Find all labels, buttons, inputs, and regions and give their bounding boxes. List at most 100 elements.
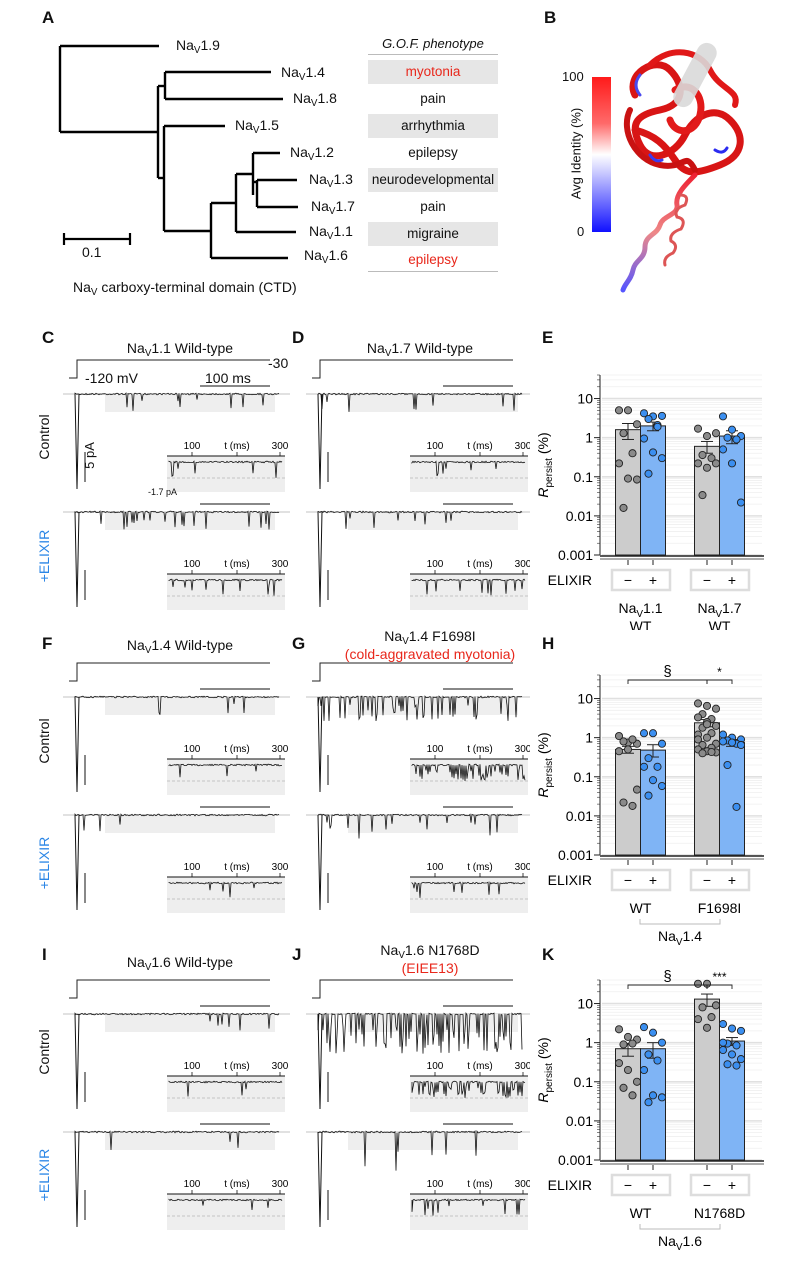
data-point: [711, 704, 721, 713]
condition-label: −: [624, 572, 632, 588]
inset-tick-label: t (ms): [224, 1061, 250, 1072]
data-point: [614, 406, 624, 415]
data-point: [628, 801, 637, 810]
data-point: [623, 1032, 633, 1041]
inset-tick-label: 100: [184, 744, 201, 755]
data-point: [693, 699, 703, 708]
data-point: [702, 701, 712, 710]
significance-label: §: [663, 663, 671, 680]
data-point: [693, 424, 703, 433]
data-point: [623, 745, 633, 754]
data-point: [614, 1025, 624, 1034]
panel-label-k: K: [542, 945, 555, 964]
inset-tick-label: 300: [515, 744, 530, 755]
colorbar: [592, 77, 611, 232]
data-point: [644, 1098, 653, 1107]
shaded-region: [348, 512, 518, 530]
condition-label: +: [728, 872, 736, 888]
voltage-step-line: [312, 359, 513, 379]
inset-tick-label: t (ms): [467, 1061, 493, 1072]
data-point: [619, 737, 628, 746]
transient-current: [317, 1013, 323, 1110]
tree-caption: NaV carboxy-terminal domain (CTD): [73, 279, 297, 298]
colorbar-min-label: 0: [577, 224, 585, 239]
inset-trace: [411, 881, 526, 898]
transient-current: [317, 511, 323, 608]
phenotype-cell: epilepsy: [408, 145, 458, 160]
condition-label: −: [624, 872, 632, 888]
inset-tick-label: 300: [272, 559, 289, 570]
y-tick-label: 0.001: [558, 547, 593, 563]
data-point: [653, 422, 662, 431]
inset-tick-label: 300: [272, 862, 289, 873]
data-point: [727, 425, 737, 434]
tree-leaf: NaV1.3: [309, 171, 353, 190]
colorbar-title: Avg Identity (%): [568, 107, 584, 200]
inset-tick-label: t (ms): [224, 1179, 250, 1190]
data-point: [698, 491, 707, 500]
data-point: [723, 433, 732, 442]
y-tick-label: 0.01: [566, 508, 593, 524]
condition-box: [689, 568, 751, 592]
transient-current: [317, 696, 323, 793]
data-point: [718, 737, 728, 746]
y-tick-label: 0.1: [574, 469, 594, 485]
data-point: [736, 498, 746, 507]
inset-tick-label: 100: [427, 1179, 444, 1190]
phylogenetic-tree: [58, 44, 298, 260]
y-tick-label: 0.1: [574, 769, 594, 785]
data-point: [644, 469, 653, 478]
data-point: [718, 445, 728, 454]
group-label: NaV1.7: [697, 600, 741, 620]
group-label: NaV1.1: [618, 600, 662, 620]
transient-current: [74, 814, 80, 911]
voltage-end-label: -30: [268, 355, 289, 371]
tree-leaf: NaV1.7: [311, 198, 355, 217]
group-caption: NaV1.6: [658, 1233, 702, 1253]
data-point: [698, 450, 707, 460]
inset-tick-label: 100: [427, 559, 444, 570]
panel-c-title: NaV1.1 Wild-type: [126, 340, 234, 359]
data-point: [614, 747, 624, 756]
inset-tick-label: t (ms): [467, 744, 493, 755]
row-label-elixir: +ELIXIR: [36, 529, 52, 583]
shaded-region: [105, 394, 275, 412]
divider: [368, 271, 498, 272]
transient-current: [74, 1013, 80, 1110]
bar: [640, 425, 666, 556]
data-point: [718, 1045, 728, 1055]
inset-background: [410, 456, 528, 492]
voltage-start-label: -120 mV: [85, 370, 138, 386]
data-point: [711, 459, 721, 468]
inset-tick-label: 300: [515, 1061, 530, 1072]
current-trace: [317, 813, 523, 839]
data-point: [657, 781, 667, 791]
data-point: [718, 412, 728, 421]
data-point: [732, 1061, 741, 1070]
inset-tick-label: 300: [272, 744, 289, 755]
data-point: [628, 1039, 637, 1048]
group-bracket: [639, 919, 721, 925]
inset-trace: [411, 460, 526, 477]
data-point: [644, 414, 653, 424]
data-point: [632, 420, 642, 429]
phenotype-cell: pain: [420, 91, 446, 106]
data-point: [711, 721, 721, 730]
group-caption: NaV1.4: [658, 928, 702, 945]
inset-tick-label: 300: [272, 441, 289, 452]
data-point: [727, 1050, 737, 1059]
transient-current: [74, 1131, 80, 1228]
inset-trace: [411, 1198, 526, 1216]
current-trace: [317, 1011, 523, 1054]
data-point: [727, 1024, 737, 1033]
voltage-step-line: [312, 662, 513, 682]
panel-label-g: G: [292, 634, 306, 653]
condition-label: −: [624, 1177, 632, 1193]
transient-current: [74, 696, 80, 793]
data-point: [644, 791, 653, 800]
helix-cylinder: [673, 42, 717, 108]
phenotype-cell: myotonia: [368, 60, 498, 84]
y-tick-label: 0.01: [566, 808, 593, 824]
phenotype-header: G.O.F. phenotype: [382, 36, 484, 51]
data-point: [736, 1026, 746, 1035]
